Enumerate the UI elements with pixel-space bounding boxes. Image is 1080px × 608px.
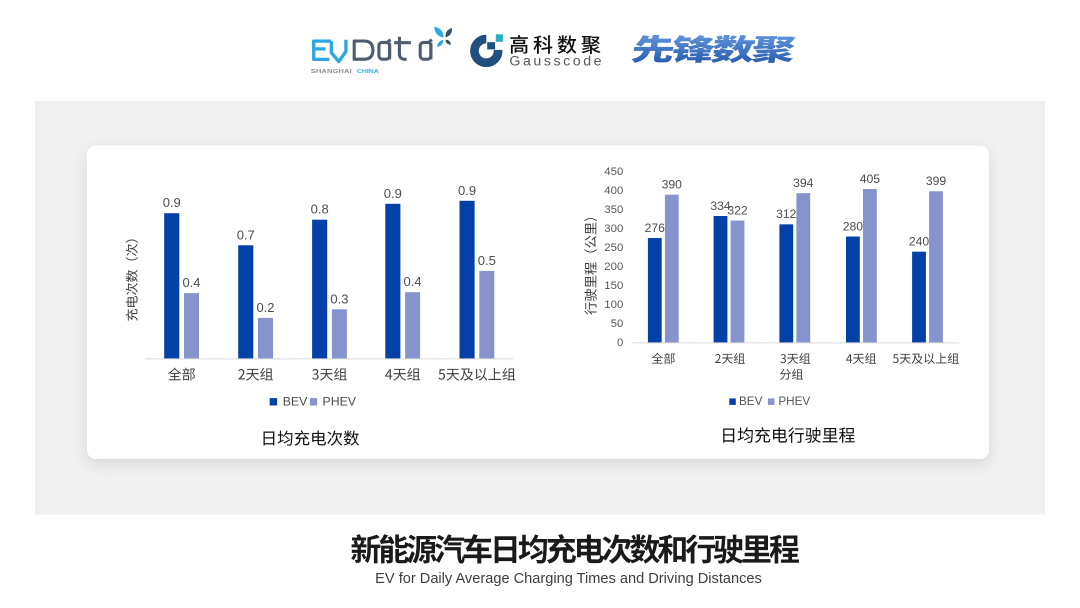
svg-text:280: 280	[843, 219, 864, 233]
svg-text:200: 200	[604, 261, 623, 273]
svg-text:276: 276	[645, 221, 666, 235]
svg-text:EV for Daily Average Charging: EV for Daily Average Charging Times and …	[375, 571, 762, 587]
svg-text:0.9: 0.9	[163, 195, 181, 210]
svg-text:50: 50	[611, 318, 624, 330]
svg-text:BEV: BEV	[739, 395, 763, 408]
svg-text:322: 322	[727, 203, 748, 217]
svg-text:0.4: 0.4	[404, 274, 422, 289]
svg-text:240: 240	[909, 235, 930, 249]
svg-text:Gausscode: Gausscode	[509, 53, 604, 69]
svg-text:250: 250	[604, 242, 623, 254]
svg-text:334: 334	[710, 199, 731, 213]
svg-text:100: 100	[604, 299, 623, 311]
svg-text:0.9: 0.9	[458, 183, 476, 198]
svg-text:0.7: 0.7	[237, 227, 255, 242]
svg-text:394: 394	[793, 176, 814, 190]
svg-text:400: 400	[604, 185, 623, 197]
svg-text:PHEV: PHEV	[323, 395, 357, 409]
svg-text:SHANGHAI: SHANGHAI	[311, 69, 352, 75]
svg-text:350: 350	[604, 204, 623, 216]
svg-text:312: 312	[776, 207, 797, 221]
svg-text:0.3: 0.3	[330, 291, 348, 306]
svg-text:0.9: 0.9	[384, 186, 402, 201]
svg-text:300: 300	[604, 223, 623, 235]
svg-text:450: 450	[604, 166, 623, 178]
svg-text:PHEV: PHEV	[778, 395, 810, 408]
svg-text:399: 399	[926, 174, 947, 188]
svg-text:0.4: 0.4	[182, 275, 200, 290]
svg-text:0.5: 0.5	[478, 253, 496, 268]
svg-text:BEV: BEV	[283, 395, 308, 409]
svg-text:150: 150	[604, 280, 623, 292]
svg-text:0.2: 0.2	[256, 300, 274, 315]
svg-text:0.8: 0.8	[311, 202, 329, 217]
svg-text:390: 390	[662, 178, 683, 192]
svg-text:CHINA: CHINA	[357, 69, 380, 75]
svg-text:405: 405	[860, 172, 881, 186]
svg-text:0: 0	[617, 337, 623, 349]
